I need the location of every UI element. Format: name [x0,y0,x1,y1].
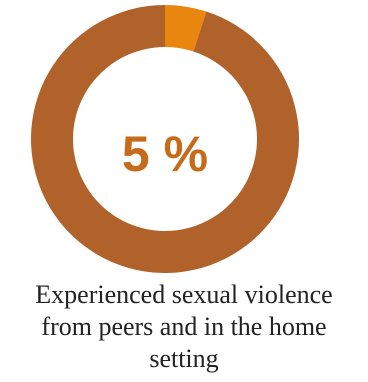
caption-line-1: Experienced sexual violence [35,280,333,309]
caption-line-3: setting [149,344,219,373]
donut-slice-remainder [30,5,299,273]
caption-line-2: from peers and in the home [41,312,327,341]
donut-slice-highlight [165,5,207,52]
center-percentage-label: 5 % [122,126,208,182]
donut-slices [30,5,299,273]
chart-caption: Experienced sexual violence from peers a… [0,279,368,375]
